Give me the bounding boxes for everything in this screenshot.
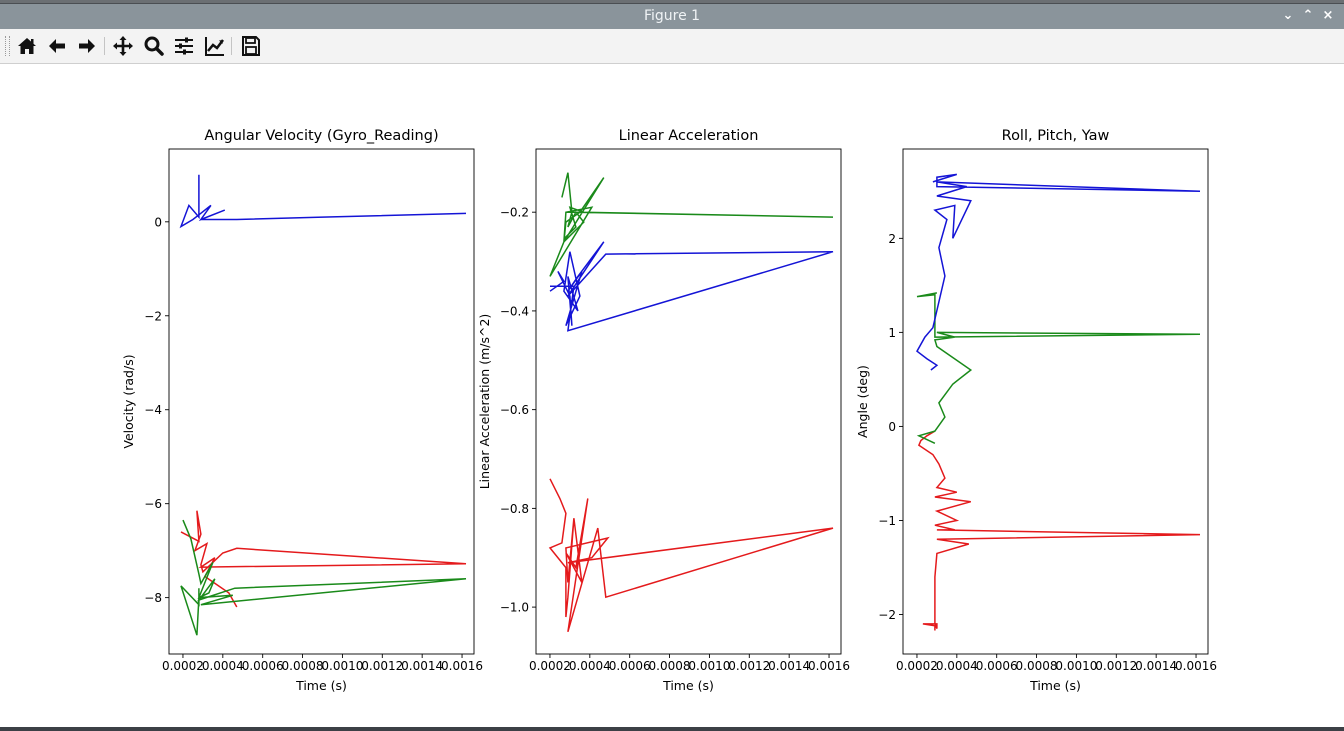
chart-title: Linear Acceleration [619, 128, 759, 144]
series-line-blue [916, 173, 1201, 371]
y-tick-label: −6 [144, 497, 162, 511]
save-icon [242, 36, 260, 56]
figure-plots[interactable]: 0.00020.00040.00060.00080.00100.00120.00… [0, 64, 1344, 727]
axes-frame [902, 148, 1209, 655]
y-tick-label: −0.8 [500, 502, 529, 516]
y-tick-label: −0.6 [500, 403, 529, 417]
y-tick-label: −1.0 [500, 601, 529, 615]
title-bar[interactable]: Figure 1 ⌄ ⌃ × [0, 4, 1344, 29]
series-line-green [916, 292, 1201, 444]
minimize-button[interactable]: ⌄ [1282, 8, 1294, 23]
x-tick-label: 0.0006 [976, 659, 1018, 673]
x-tick-label: 0.0014 [401, 659, 443, 673]
x-tick-label: 0.0008 [282, 659, 324, 673]
toolbar-separator [231, 37, 232, 55]
zoom-button[interactable] [142, 34, 166, 58]
figure-window: Figure 1 ⌄ ⌃ × 0.00 [0, 4, 1344, 727]
y-axis-label: Linear Acceleration (m/s^2) [477, 314, 492, 490]
toolbar-separator [104, 37, 105, 55]
axes-frame [168, 148, 475, 655]
x-tick-label: 0.0006 [242, 659, 284, 673]
y-tick-label: −2 [144, 309, 162, 323]
zoom-icon [144, 36, 164, 56]
edit-axes-button[interactable] [203, 34, 227, 58]
forward-icon [79, 39, 95, 53]
y-tick-label: 1 [888, 326, 896, 340]
x-tick-label: 0.0012 [728, 659, 770, 673]
chart-title: Roll, Pitch, Yaw [1002, 128, 1110, 144]
x-tick-label: 0.0004 [202, 659, 244, 673]
close-button[interactable]: × [1322, 8, 1334, 23]
subplot-3: 0.00020.00040.00060.00080.00100.00120.00… [855, 128, 1217, 693]
subplots-button[interactable] [172, 34, 196, 58]
toolbar [0, 29, 1344, 64]
x-tick-label: 0.0006 [609, 659, 651, 673]
subplot-1: 0.00020.00040.00060.00080.00100.00120.00… [121, 128, 483, 693]
x-tick-label: 0.0016 [808, 659, 850, 673]
x-tick-label: 0.0008 [649, 659, 691, 673]
y-tick-label: −4 [144, 403, 162, 417]
y-tick-label: 0 [154, 215, 162, 229]
series-line-blue [179, 174, 467, 229]
toolbar-grip[interactable] [5, 36, 10, 56]
series-line-green [549, 172, 834, 277]
y-tick-label: −2 [878, 608, 896, 622]
x-tick-label: 0.0012 [1095, 659, 1137, 673]
x-axis-label: Time (s) [1029, 678, 1081, 693]
x-tick-label: 0.0002 [896, 659, 938, 673]
subplots-icon [175, 37, 193, 55]
figure-canvas[interactable]: 0.0002 0.0004 0.0006 0.0008 0.0010 0.0012 0.00… [0, 64, 1344, 727]
subplot-2: 0.00020.00040.00060.00080.00100.00120.00… [477, 128, 850, 693]
back-icon [49, 39, 65, 53]
x-tick-label: 0.0016 [441, 659, 483, 673]
series-line-green [180, 519, 467, 636]
home-button[interactable] [15, 34, 39, 58]
x-tick-label: 0.0002 [529, 659, 571, 673]
x-tick-label: 0.0008 [1016, 659, 1058, 673]
x-tick-label: 0.0010 [688, 659, 730, 673]
axes-frame [535, 148, 842, 655]
back-button[interactable] [45, 34, 69, 58]
y-tick-label: 0 [888, 420, 896, 434]
x-tick-label: 0.0012 [361, 659, 403, 673]
chart-title: Angular Velocity (Gyro_Reading) [204, 128, 438, 144]
x-tick-label: 0.0004 [569, 659, 611, 673]
y-axis-label: Velocity (rad/s) [121, 354, 136, 448]
y-tick-label: −1 [878, 514, 896, 528]
y-tick-label: −0.4 [500, 304, 529, 318]
desktop-background [0, 727, 1344, 731]
series-line-red [917, 430, 1201, 631]
pan-button[interactable] [111, 34, 135, 58]
x-tick-label: 0.0010 [321, 659, 363, 673]
y-axis-label: Angle (deg) [855, 365, 870, 438]
window-title: Figure 1 [643, 8, 701, 24]
series-line-red [548, 478, 834, 633]
y-tick-label: −8 [144, 591, 162, 605]
x-tick-label: 0.0016 [1175, 659, 1217, 673]
x-tick-label: 0.0014 [768, 659, 810, 673]
edit-axes-icon [205, 37, 224, 56]
maximize-button[interactable]: ⌃ [1302, 8, 1314, 23]
x-tick-label: 0.0010 [1055, 659, 1097, 673]
save-button[interactable] [239, 34, 263, 58]
x-axis-label: Time (s) [662, 678, 714, 693]
y-tick-label: −0.2 [500, 206, 529, 220]
x-tick-label: 0.0014 [1135, 659, 1177, 673]
x-tick-label: 0.0004 [936, 659, 978, 673]
x-tick-label: 0.0002 [162, 659, 204, 673]
forward-button[interactable] [75, 34, 99, 58]
x-axis-label: Time (s) [295, 678, 347, 693]
series-line-blue [549, 241, 834, 332]
home-icon [18, 38, 36, 54]
pan-icon [113, 36, 133, 56]
y-tick-label: 2 [888, 232, 896, 246]
